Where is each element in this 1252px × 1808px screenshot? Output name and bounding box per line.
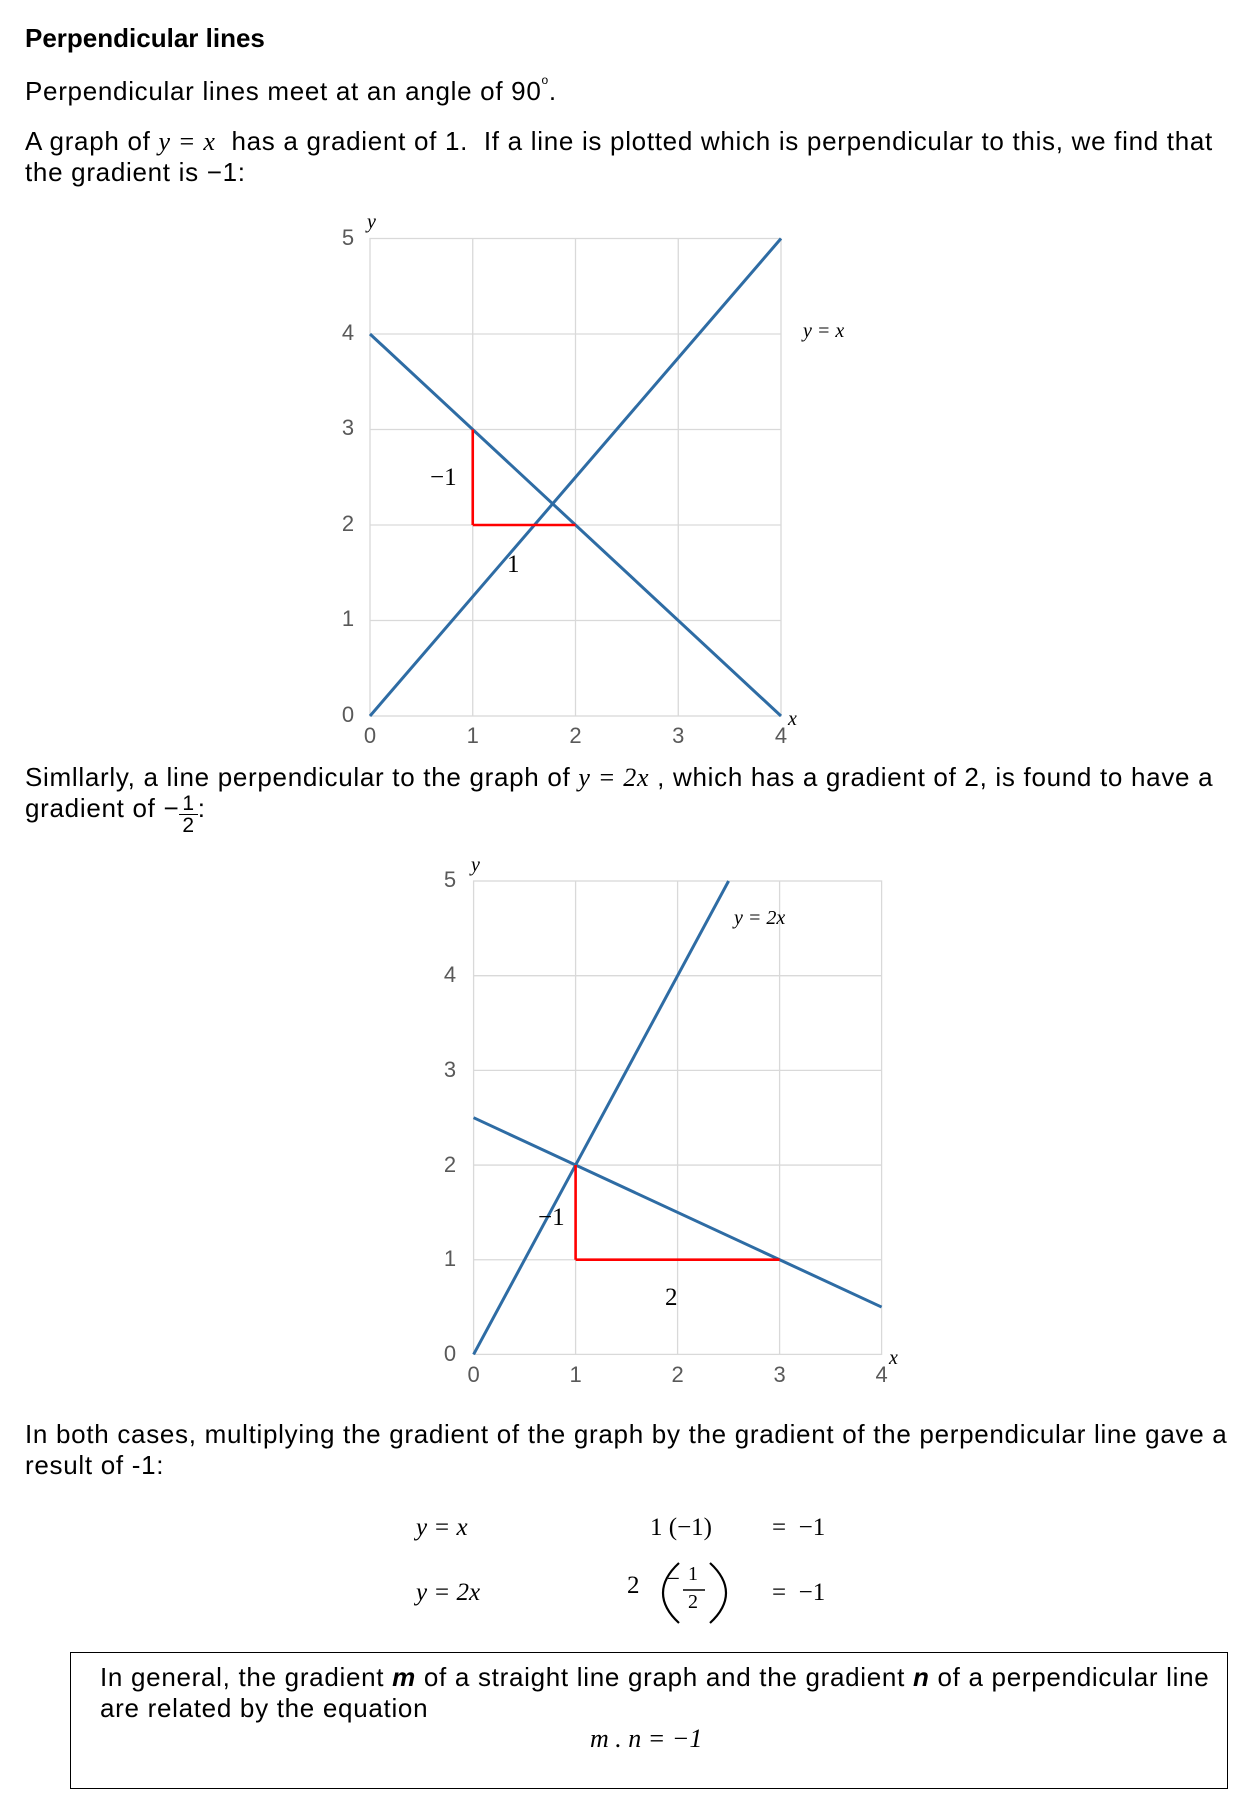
svg-text:2: 2: [444, 1152, 456, 1177]
svg-text:y = x: y = x: [801, 320, 844, 342]
svg-text:0: 0: [364, 723, 376, 748]
svg-text:3: 3: [672, 723, 684, 748]
svg-text:5: 5: [444, 867, 456, 892]
svg-text:1: 1: [507, 551, 520, 578]
svg-text:x: x: [888, 1347, 898, 1369]
svg-text:0: 0: [444, 1341, 456, 1366]
svg-text:5: 5: [342, 225, 354, 250]
svg-text:2: 2: [342, 511, 354, 536]
svg-text:3: 3: [773, 1362, 785, 1387]
svg-text:y = 2x: y = 2x: [413, 1579, 480, 1606]
svg-text:2: 2: [688, 1591, 698, 1613]
svg-text:3: 3: [444, 1057, 456, 1082]
svg-text:−: −: [667, 1566, 680, 1591]
svg-text:2: 2: [627, 1572, 640, 1599]
svg-text:= −1: = −1: [772, 1514, 825, 1541]
svg-text:y: y: [365, 211, 376, 233]
svg-text:1: 1: [569, 1362, 581, 1387]
svg-text:4: 4: [875, 1362, 887, 1387]
svg-text:0: 0: [342, 702, 354, 727]
svg-text:2: 2: [671, 1362, 683, 1387]
svg-text:4: 4: [444, 962, 456, 987]
svg-text:3: 3: [342, 415, 354, 440]
svg-text:0: 0: [467, 1362, 479, 1387]
svg-text:y = x: y = x: [413, 1514, 468, 1541]
svg-text:4: 4: [775, 723, 787, 748]
svg-text:= −1: = −1: [772, 1579, 825, 1606]
svg-text:4: 4: [342, 320, 354, 345]
svg-text:1: 1: [467, 723, 479, 748]
svg-text:−1: −1: [538, 1204, 565, 1231]
svg-text:1: 1: [342, 606, 354, 631]
svg-text:y: y: [469, 854, 480, 876]
svg-text:2: 2: [665, 1284, 678, 1311]
svg-text:1: 1: [688, 1563, 698, 1585]
svg-text:y = 2x: y = 2x: [732, 907, 785, 929]
svg-text:x: x: [787, 708, 797, 730]
svg-text:1 (−1): 1 (−1): [650, 1514, 712, 1541]
svg-text:−1: −1: [430, 464, 457, 491]
svg-text:2: 2: [569, 723, 581, 748]
svg-text:1: 1: [444, 1246, 456, 1271]
